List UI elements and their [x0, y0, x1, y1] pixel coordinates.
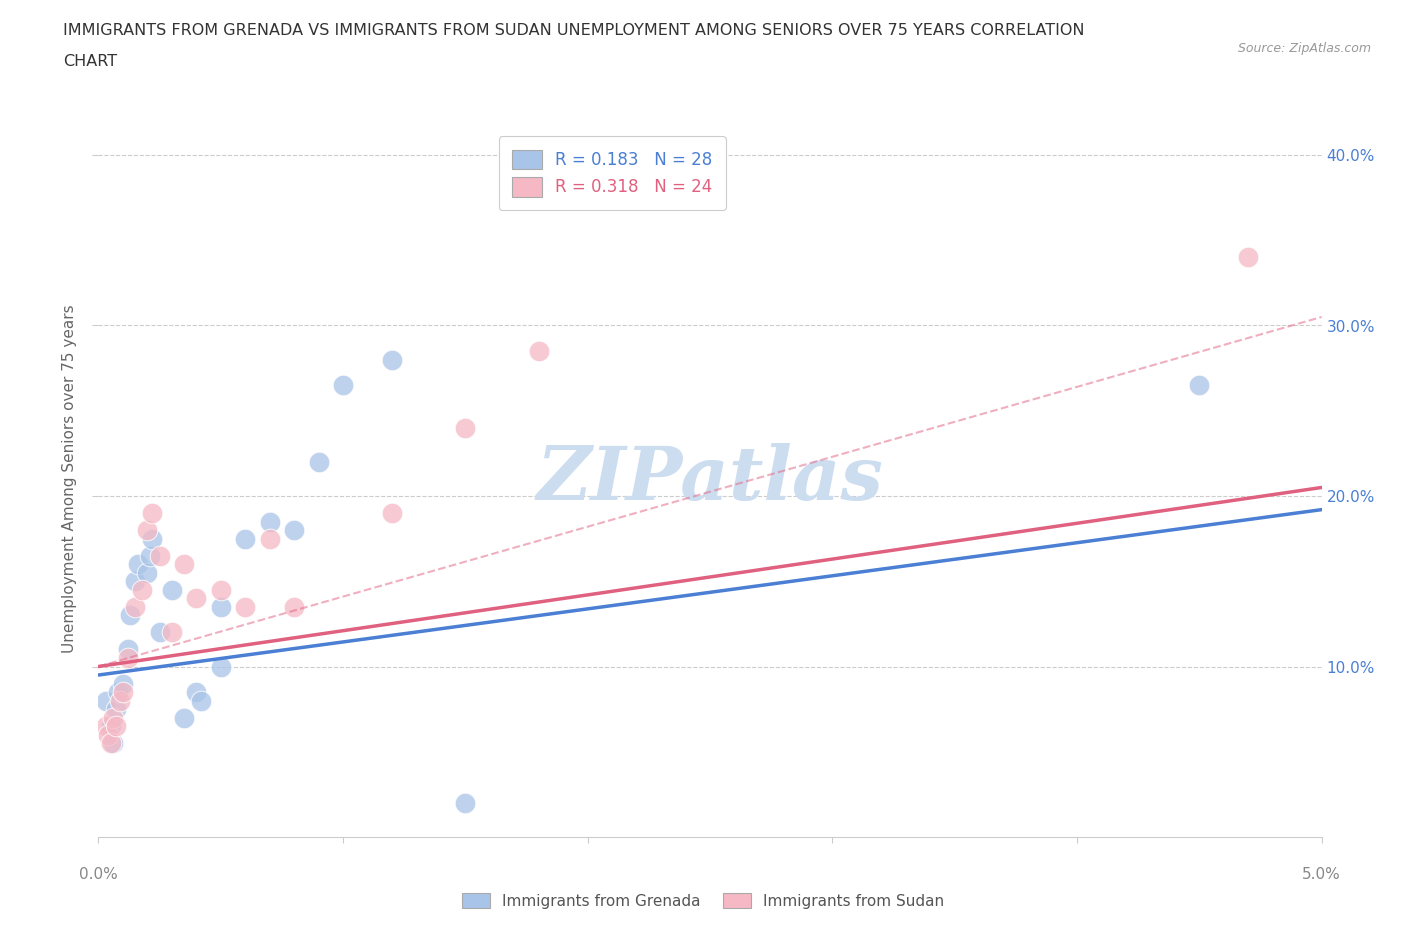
Point: [101, 736, 124, 751]
Point: [101, 711, 124, 725]
Point: [209, 600, 232, 615]
Point: [160, 625, 183, 640]
Point: [131, 582, 153, 597]
Point: [283, 600, 305, 615]
Point: [209, 659, 232, 674]
Point: [111, 684, 134, 699]
Point: [127, 557, 149, 572]
Point: [141, 531, 163, 546]
Point: [173, 711, 195, 725]
Point: [117, 642, 139, 657]
Point: [190, 693, 212, 708]
Point: [124, 574, 146, 589]
Point: [233, 531, 256, 546]
Legend: Immigrants from Grenada, Immigrants from Sudan: Immigrants from Grenada, Immigrants from…: [456, 886, 950, 915]
Legend: R = 0.183   N = 28, R = 0.318   N = 24: R = 0.183 N = 28, R = 0.318 N = 24: [499, 137, 725, 210]
Point: [454, 420, 477, 435]
Text: 5.0%: 5.0%: [1302, 867, 1341, 882]
Point: [149, 549, 172, 564]
Point: [139, 549, 162, 564]
Point: [381, 506, 404, 521]
Point: [117, 651, 139, 666]
Point: [124, 600, 146, 615]
Text: Source: ZipAtlas.com: Source: ZipAtlas.com: [1237, 42, 1371, 55]
Point: [186, 591, 208, 605]
Point: [149, 625, 172, 640]
Point: [233, 600, 256, 615]
Y-axis label: Unemployment Among Seniors over 75 years: Unemployment Among Seniors over 75 years: [62, 305, 77, 653]
Point: [259, 531, 281, 546]
Point: [209, 582, 232, 597]
Point: [104, 702, 127, 717]
Point: [381, 352, 404, 367]
Text: IMMIGRANTS FROM GRENADA VS IMMIGRANTS FROM SUDAN UNEMPLOYMENT AMONG SENIORS OVER: IMMIGRANTS FROM GRENADA VS IMMIGRANTS FR…: [63, 23, 1085, 38]
Point: [110, 693, 132, 708]
Point: [100, 719, 122, 734]
Point: [94, 693, 117, 708]
Point: [111, 676, 134, 691]
Point: [454, 795, 477, 810]
Point: [107, 684, 129, 699]
Point: [120, 608, 142, 623]
Point: [527, 344, 550, 359]
Text: CHART: CHART: [63, 54, 117, 69]
Point: [186, 684, 208, 699]
Point: [100, 736, 122, 751]
Point: [104, 719, 127, 734]
Point: [94, 719, 117, 734]
Point: [1237, 250, 1260, 265]
Point: [97, 727, 120, 742]
Point: [136, 565, 159, 580]
Point: [259, 514, 281, 529]
Point: [136, 523, 159, 538]
Point: [160, 582, 183, 597]
Text: ZIPatlas: ZIPatlas: [537, 443, 883, 515]
Text: 0.0%: 0.0%: [79, 867, 118, 882]
Point: [283, 523, 305, 538]
Point: [173, 557, 195, 572]
Point: [332, 378, 354, 392]
Point: [141, 506, 163, 521]
Point: [1188, 378, 1211, 392]
Point: [308, 455, 330, 470]
